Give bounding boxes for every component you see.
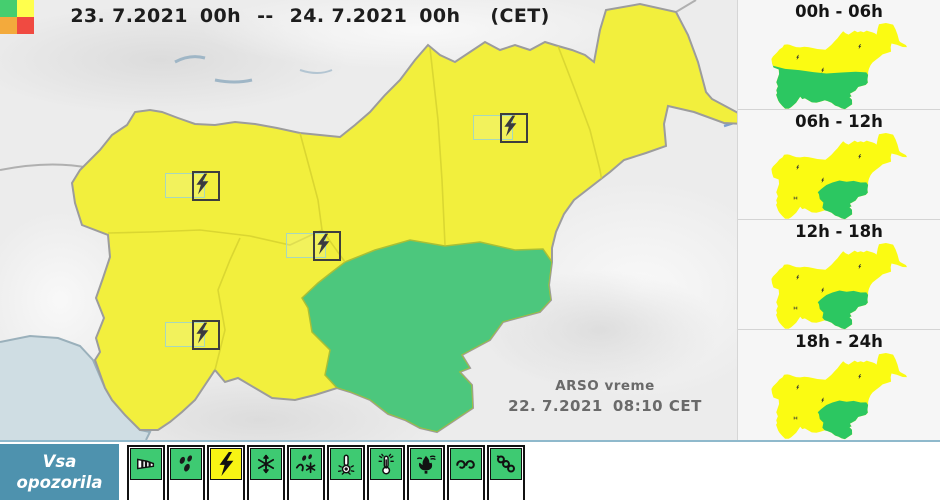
thunderstorm-marker-box	[192, 171, 220, 201]
thunderstorm-marker-box	[313, 231, 341, 261]
lightning-icon	[317, 233, 330, 255]
from-hour: 00h	[199, 5, 242, 27]
warning-type-wind[interactable]	[127, 445, 165, 500]
windsock-icon	[137, 458, 155, 470]
cold-thermometer-icon	[337, 454, 355, 475]
timeline-panel-00-06[interactable]: 00h - 06h	[738, 0, 940, 110]
legend-orange-square	[0, 17, 17, 34]
timeline-panel-06-12[interactable]: 06h - 12h	[738, 110, 940, 220]
map-date-range-header: 23. 7.2021 00h -- 24. 7.2021 00h (CET)	[0, 5, 620, 27]
heat-thermometer-icon	[378, 453, 394, 475]
lightning-icon	[504, 115, 517, 137]
warning-level-legend	[0, 0, 34, 34]
timeline-label: 12h - 18h	[795, 222, 883, 241]
wildfire-icon	[417, 455, 436, 474]
timeline-label: 18h - 24h	[795, 332, 883, 351]
mini-map-18-24	[771, 352, 907, 440]
timeline-panel-12-18[interactable]: 12h - 18h	[738, 220, 940, 330]
mini-map-00-06	[771, 22, 907, 110]
timeline-label: 00h - 06h	[795, 2, 883, 21]
warning-type-freezing-rain[interactable]	[287, 445, 325, 500]
snowflake-icon	[257, 454, 275, 474]
timeline-panel-18-24[interactable]: 18h - 24h	[738, 330, 940, 440]
legend-red-square	[17, 17, 34, 34]
warning-type-toolbar: Vsa opozorila	[0, 440, 940, 500]
mini-map-12-18	[771, 242, 907, 330]
warning-type-chains[interactable]	[487, 445, 525, 500]
warning-type-wildfire[interactable]	[407, 445, 445, 500]
warning-map: 23. 7.2021 00h -- 24. 7.2021 00h (CET)	[0, 0, 737, 440]
lightning-icon	[219, 452, 234, 476]
warning-type-high-temperature[interactable]	[367, 445, 405, 500]
thunderstorm-marker-box	[500, 113, 528, 143]
issued-date: 22. 7.2021	[508, 397, 603, 415]
freezing-rain-icon	[295, 454, 316, 474]
attribution-source: ARSO vreme	[555, 378, 655, 394]
timezone-label: (CET)	[490, 5, 550, 27]
warning-type-low-temperature[interactable]	[327, 445, 365, 500]
attribution-issued: 22. 7.2021 08:10 CET	[500, 397, 710, 415]
waves-icon	[456, 460, 475, 469]
warning-type-thunderstorm[interactable]	[207, 445, 245, 500]
range-separator: --	[257, 5, 274, 27]
warning-type-snow-ice[interactable]	[247, 445, 285, 500]
warning-type-rain[interactable]	[167, 445, 205, 500]
legend-yellow-square	[17, 0, 34, 17]
from-date: 23. 7.2021	[70, 5, 188, 27]
warning-type-sea-waves[interactable]	[447, 445, 485, 500]
timeline-panel: 00h - 06h 06h - 12h 12h - 18h	[737, 0, 940, 440]
raindrops-icon	[179, 455, 193, 472]
to-date: 24. 7.2021	[289, 5, 408, 27]
issued-time: 08:10 CET	[612, 397, 702, 415]
to-hour: 00h	[419, 5, 461, 27]
lightning-icon	[196, 173, 209, 195]
mini-map-06-12	[771, 132, 907, 220]
legend-green-square	[0, 0, 17, 17]
lightning-icon	[196, 322, 209, 344]
thunderstorm-marker-box	[192, 320, 220, 350]
all-warnings-button[interactable]: Vsa opozorila	[0, 444, 119, 500]
timeline-label: 06h - 12h	[795, 112, 883, 131]
chain-links-icon	[496, 455, 515, 473]
map-attribution: ARSO vreme 22. 7.2021 08:10 CET	[500, 378, 710, 415]
main-map-svg	[0, 0, 737, 440]
